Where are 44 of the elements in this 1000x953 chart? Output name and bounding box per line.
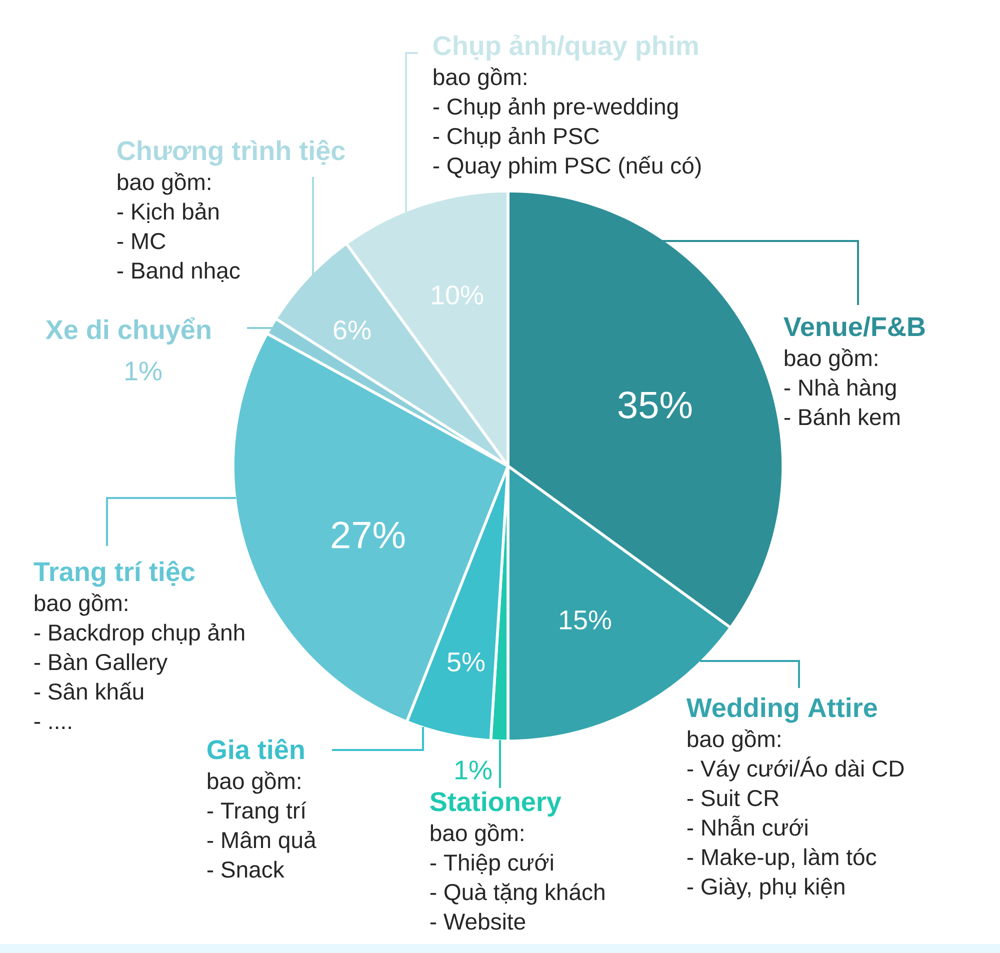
text: - Make-up, làm tóc [687,848,876,870]
text: - Giày, phụ kiện [687,878,844,900]
legend-label: Xe di chuyển [46,317,210,345]
slice-label: Venue/F&B [784,316,925,337]
data-label: 27% [332,522,405,548]
text: bao gồm: [434,67,526,90]
slice-label: Trang trí tiệc [34,560,195,587]
data-label: 6% [334,320,371,340]
slice-label: Wedding Attire [686,697,877,723]
text: - Nhà hàng [784,378,896,400]
text: - Quà tặng khách [430,883,604,905]
text: bao gồm: [784,348,878,371]
data-label: 5% [448,652,485,672]
text: - Quay phim PSC (nếu có) [433,156,701,178]
text: bao gồm: [430,823,524,846]
text: bao gồm: [34,593,128,616]
text: - Nhẫn cưới [687,816,808,836]
text: - Sân khấu [34,682,144,700]
data-label: 15% [560,610,612,630]
text: - Thiệp cưới [430,854,553,876]
slice-label: Chương trình tiệc [118,140,345,166]
text: - .... [34,722,71,730]
text: - Suit CR [687,789,779,806]
text: - Chụp ảnh pre-wedding [433,97,678,120]
text: - Mâm quả [207,830,316,853]
data-label: 35% [618,392,692,418]
text: - Band nhạc [117,262,240,282]
text: - MC [117,232,166,250]
text: - Backdrop chụp ảnh [34,623,244,646]
slice-label: Gia tiên [208,738,304,760]
text: - Váy cưới/Áo dài CD [687,756,904,782]
data-label: 1% [456,760,492,780]
text: bao gồm: [118,172,210,195]
slice-label: Stationery [430,791,562,817]
text: - Bánh kem [784,408,900,426]
text: - Bàn Gallery [34,653,168,675]
text: bao gồm: [688,729,780,752]
data-label: 1% [126,362,162,380]
text: - Kịch bản [117,202,218,223]
text: - Website [430,912,526,930]
text: - Chụp ảnh PSC [433,126,599,149]
text: - Trang trí [207,802,306,824]
text: - Snack [207,860,284,878]
text: bao gồm: [208,771,300,794]
